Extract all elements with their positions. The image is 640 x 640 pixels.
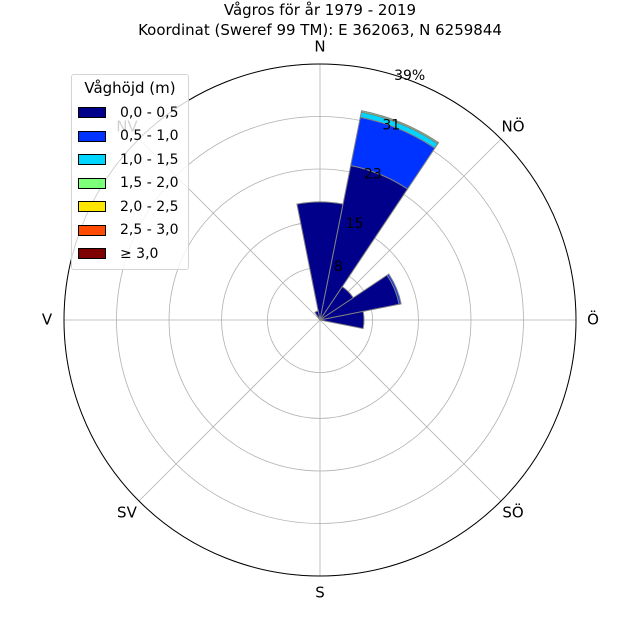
legend-label-1: 0,5 - 1,0 [120, 128, 179, 145]
sector-4-bin-0 [319, 310, 365, 330]
legend-label-5: 2,5 - 3,0 [120, 222, 179, 239]
legend-entry-1: 0,5 - 1,0 [78, 125, 182, 149]
legend-entry-5: 2,5 - 3,0 [78, 219, 182, 243]
direction-label-1: NÖ [502, 116, 525, 135]
legend-label-2: 1,0 - 1,5 [120, 151, 179, 168]
legend-label-6: ≥ 3,0 [120, 245, 159, 262]
chart-title-block: Vågros för år 1979 - 2019 Koordinat (Swe… [0, 0, 640, 40]
legend-entries: 0,0 - 0,5 0,5 - 1,0 1,0 - 1,5 1,5 - 2,0 2,0 … [78, 101, 182, 266]
radial-tick-label-4: 39% [394, 68, 425, 84]
legend-swatch-5 [78, 224, 106, 236]
direction-label-3: SÖ [502, 503, 523, 522]
radial-tick-label-0: 8 [334, 259, 343, 275]
sector-5-bin-0 [314, 310, 321, 321]
radial-tick-label-2: 23 [364, 167, 382, 183]
chart-title: Vågros för år 1979 - 2019 [223, 1, 417, 19]
sector-bars [296, 110, 440, 330]
radial-tick-label-1: 15 [346, 216, 364, 232]
legend-swatch-2 [78, 154, 106, 166]
direction-label-0: N [314, 38, 325, 56]
legend-entry-4: 2,0 - 2,5 [78, 195, 182, 219]
direction-label-2: Ö [587, 310, 599, 329]
legend-label-4: 2,0 - 2,5 [120, 198, 179, 215]
legend-entry-2: 1,0 - 1,5 [78, 148, 182, 172]
legend-label-3: 1,5 - 2,0 [120, 175, 179, 192]
legend-swatch-4 [78, 201, 106, 213]
legend-title: Våghöjd (m) [84, 79, 176, 97]
legend-swatch-6 [78, 248, 106, 260]
legend-swatch-1 [78, 130, 106, 142]
direction-label-5: SV [117, 504, 138, 522]
direction-label-4: S [315, 584, 325, 602]
spoke-1 [319, 138, 502, 321]
direction-label-6: V [42, 311, 53, 329]
radial-tick-label-3: 31 [382, 117, 400, 133]
chart-subtitle: Koordinat (Sweref 99 TM): E 362063, N 62… [138, 21, 502, 39]
spoke-5 [138, 319, 321, 502]
legend-entry-3: 1,5 - 2,0 [78, 172, 182, 196]
legend-swatch-0 [78, 107, 106, 119]
sector-3-bin-1 [386, 273, 402, 305]
outer-ring [63, 63, 577, 577]
legend-entry-0: 0,0 - 0,5 [78, 101, 182, 125]
spoke-3 [319, 319, 502, 502]
legend-swatch-3 [78, 177, 106, 189]
legend-label-0: 0,0 - 0,5 [120, 104, 179, 121]
legend-entry-6: ≥ 3,0 [78, 242, 182, 266]
sector-1-bin-3 [360, 110, 440, 145]
legend: Våghöjd (m) 0,0 - 0,5 0,5 - 1,0 1,0 - 1,5 1… [71, 74, 189, 270]
